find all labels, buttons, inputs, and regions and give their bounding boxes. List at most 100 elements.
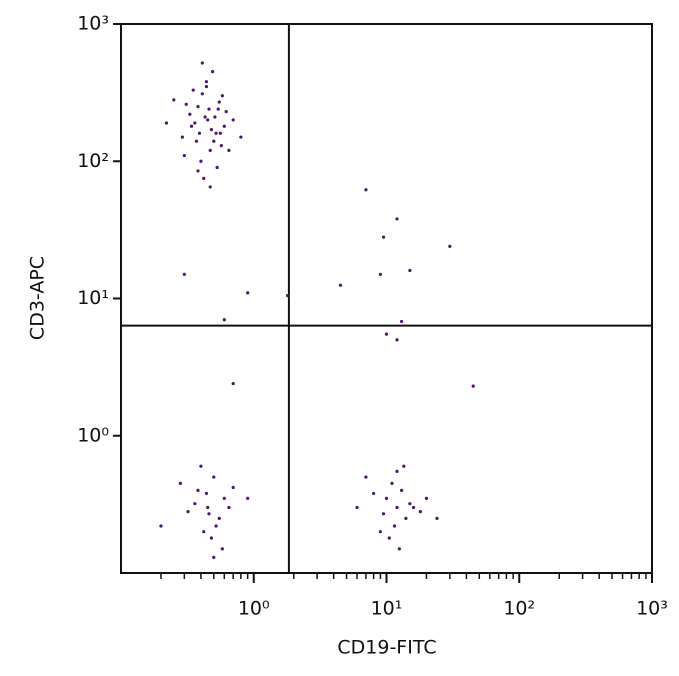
event-dot: [209, 128, 214, 132]
event-dot: [378, 272, 383, 276]
event-dot: [213, 115, 217, 119]
event-dot: [384, 332, 389, 336]
event-dot: [200, 61, 204, 65]
event-dot: [178, 481, 182, 485]
event-dot: [203, 115, 207, 119]
event-dot: [164, 121, 169, 125]
event-dot: [246, 496, 250, 500]
event-dot: [193, 121, 197, 125]
event-dot: [224, 110, 228, 114]
event-dot: [392, 524, 397, 528]
event-dot: [404, 516, 408, 520]
event-dot: [215, 165, 219, 170]
event-dot: [338, 283, 343, 287]
x-axis-title: CD19-FITC: [337, 637, 436, 659]
y-tick-label: 10³: [77, 13, 109, 35]
event-dot: [424, 496, 429, 500]
event-dot: [381, 512, 386, 516]
event-dot: [194, 139, 199, 143]
event-dot: [395, 505, 399, 510]
event-dot: [395, 469, 399, 473]
event-dot: [180, 135, 184, 139]
event-dot: [207, 512, 211, 516]
event-dot: [397, 547, 401, 551]
event-dot: [196, 105, 200, 109]
event-dot: [206, 505, 210, 510]
event-dot: [246, 291, 250, 295]
y-tick-label: 10⁰: [77, 424, 109, 446]
event-dot: [222, 496, 226, 500]
event-dot: [222, 124, 226, 128]
event-dot: [193, 502, 197, 506]
event-dot: [209, 536, 214, 540]
y-axis-title: CD3-APC: [27, 256, 49, 340]
event-dot: [214, 131, 218, 135]
event-dot: [159, 524, 163, 528]
event-dot: [204, 84, 209, 89]
event-dot: [218, 131, 222, 135]
event-dot: [208, 185, 212, 189]
event-dot: [202, 530, 206, 534]
event-dot: [182, 272, 186, 276]
event-dot: [204, 80, 209, 84]
y-tick-label: 10²: [77, 150, 109, 172]
event-dot: [227, 505, 231, 510]
event-dot: [400, 488, 404, 492]
plot-frame: [120, 23, 653, 574]
event-dot: [207, 107, 211, 111]
event-dot: [231, 381, 235, 386]
event-dot: [219, 144, 223, 148]
event-dot: [189, 124, 194, 128]
event-dot: [196, 488, 200, 492]
event-dot: [184, 102, 188, 106]
event-dot: [364, 475, 368, 479]
event-dot: [448, 244, 452, 248]
x-tick-label: 10²: [503, 598, 535, 620]
event-dot: [390, 481, 394, 485]
event-dot: [212, 139, 216, 143]
x-tick-label: 10³: [636, 598, 668, 620]
event-dot: [202, 176, 206, 180]
event-dot: [372, 491, 376, 496]
event-dot: [196, 169, 200, 173]
event-dot: [216, 107, 220, 111]
event-dot: [222, 318, 226, 322]
event-dot: [220, 94, 224, 98]
event-dot: [199, 159, 203, 163]
event-dot: [208, 148, 212, 152]
event-dot: [286, 293, 290, 298]
event-dot: [217, 100, 221, 104]
event-dot: [408, 268, 412, 273]
event-dot: [220, 547, 224, 551]
event-dot: [200, 92, 204, 96]
event-dot: [471, 384, 475, 388]
x-tick-label: 10⁰: [238, 598, 270, 620]
event-dot: [381, 235, 386, 239]
event-dot: [378, 530, 383, 534]
event-dot: [239, 135, 243, 139]
event-dot: [231, 118, 235, 122]
event-dot: [217, 516, 221, 520]
event-dot: [199, 464, 203, 468]
event-dot: [400, 319, 404, 324]
event-dot: [435, 516, 439, 520]
event-dot: [191, 88, 195, 92]
event-dot: [214, 524, 218, 528]
event-dot: [188, 112, 192, 116]
event-dot: [182, 153, 186, 158]
event-dot: [172, 98, 176, 102]
event-dot: [186, 510, 190, 514]
event-dot: [355, 505, 359, 510]
event-dot: [206, 118, 210, 122]
event-dot: [231, 485, 235, 490]
event-dot: [402, 464, 406, 468]
x-tick-label: 10¹: [371, 598, 403, 620]
event-dot: [395, 338, 399, 342]
event-dot: [408, 502, 412, 506]
y-tick-label: 10¹: [77, 287, 109, 309]
event-dot: [212, 475, 216, 479]
event-dot: [227, 148, 231, 152]
event-dot: [418, 510, 422, 514]
event-dot: [204, 491, 209, 496]
event-dot: [387, 536, 391, 540]
